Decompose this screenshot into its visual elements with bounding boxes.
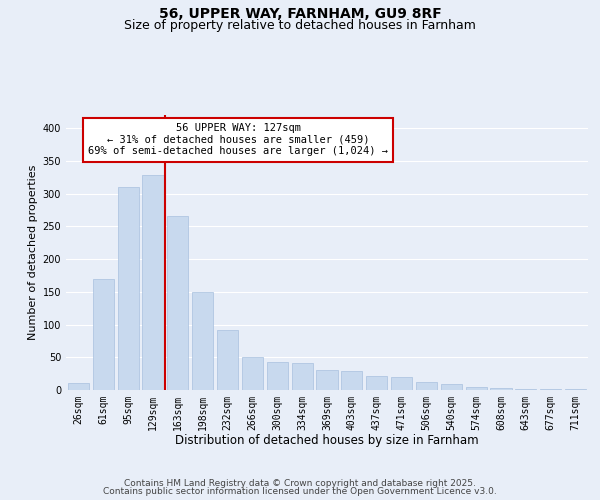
Bar [217, 330, 238, 390]
Bar [118, 187, 139, 390]
Text: Size of property relative to detached houses in Farnham: Size of property relative to detached ho… [124, 19, 476, 32]
Y-axis label: Number of detached properties: Number of detached properties [28, 165, 38, 340]
Bar [341, 371, 362, 390]
Bar [391, 377, 412, 390]
Text: 56 UPPER WAY: 127sqm
← 31% of detached houses are smaller (459)
69% of semi-deta: 56 UPPER WAY: 127sqm ← 31% of detached h… [88, 123, 388, 156]
Bar [167, 216, 188, 390]
Bar [292, 362, 313, 390]
Bar [316, 370, 338, 390]
Bar [466, 388, 487, 390]
Text: Contains public sector information licensed under the Open Government Licence v3: Contains public sector information licen… [103, 487, 497, 496]
Bar [441, 384, 462, 390]
Bar [416, 382, 437, 390]
Text: 56, UPPER WAY, FARNHAM, GU9 8RF: 56, UPPER WAY, FARNHAM, GU9 8RF [158, 8, 442, 22]
Bar [68, 384, 89, 390]
Text: Contains HM Land Registry data © Crown copyright and database right 2025.: Contains HM Land Registry data © Crown c… [124, 478, 476, 488]
Bar [242, 358, 263, 390]
Bar [366, 376, 387, 390]
Bar [142, 175, 164, 390]
Bar [93, 278, 114, 390]
Bar [192, 292, 213, 390]
Bar [267, 362, 288, 390]
Bar [515, 388, 536, 390]
X-axis label: Distribution of detached houses by size in Farnham: Distribution of detached houses by size … [175, 434, 479, 448]
Bar [490, 388, 512, 390]
